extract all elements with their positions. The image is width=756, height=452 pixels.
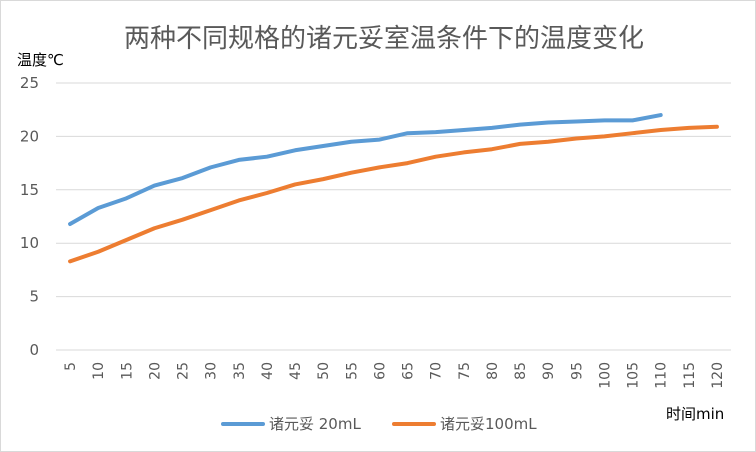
x-tick-label: 30 [204,362,220,380]
x-tick-label: 40 [260,362,276,380]
x-tick-label: 65 [401,362,417,380]
x-tick-label: 5 [63,362,79,371]
x-tick-label: 95 [569,362,585,380]
x-tick-label: 50 [316,362,332,380]
series-line-2 [68,124,719,264]
y-tick-label: 10 [20,234,39,252]
x-tick-label: 25 [176,362,192,380]
series-lines [68,113,719,264]
x-tick-label: 60 [372,362,388,380]
y-axis-label: 温度℃ [17,51,64,69]
x-tick-label: 75 [457,362,473,380]
x-tick-label: 90 [541,362,557,380]
x-tick-label: 110 [654,362,670,389]
x-tick-label: 80 [485,362,501,380]
x-tick-label: 55 [344,362,360,380]
x-tick-label: 85 [513,362,529,380]
x-tick-label: 100 [597,362,613,389]
x-tick-label: 115 [682,362,698,389]
gridlines [56,82,731,351]
y-tick-label: 5 [29,288,39,306]
legend-label: 诸元妥100mL [440,415,537,433]
x-tick-label: 15 [119,362,135,380]
legend-label: 诸元妥 20mL [269,415,361,433]
chart-title: 两种不同规格的诸元妥室温条件下的温度变化 [124,24,644,54]
legend: 诸元妥 20mL 诸元妥100mL [221,415,537,433]
x-tick-label: 20 [147,362,163,380]
x-tick-label: 105 [626,362,642,389]
y-axis-ticks: 0 5 10 15 20 25 [20,74,39,359]
x-tick-label: 10 [91,362,107,380]
y-tick-label: 0 [29,341,39,359]
x-tick-label: 120 [710,362,726,389]
x-tick-label: 35 [232,362,248,380]
y-tick-label: 15 [20,181,39,199]
x-axis-label: 时间min [666,405,724,423]
series-line-1 [68,113,663,226]
x-tick-label: 70 [429,362,445,380]
y-tick-label: 25 [20,74,39,92]
x-axis-ticks: 5 10 15 20 25 30 35 40 45 50 55 60 65 70 75 80 85 90 95 100… [63,362,726,389]
x-tick-label: 45 [288,362,304,380]
y-tick-label: 20 [20,127,39,145]
